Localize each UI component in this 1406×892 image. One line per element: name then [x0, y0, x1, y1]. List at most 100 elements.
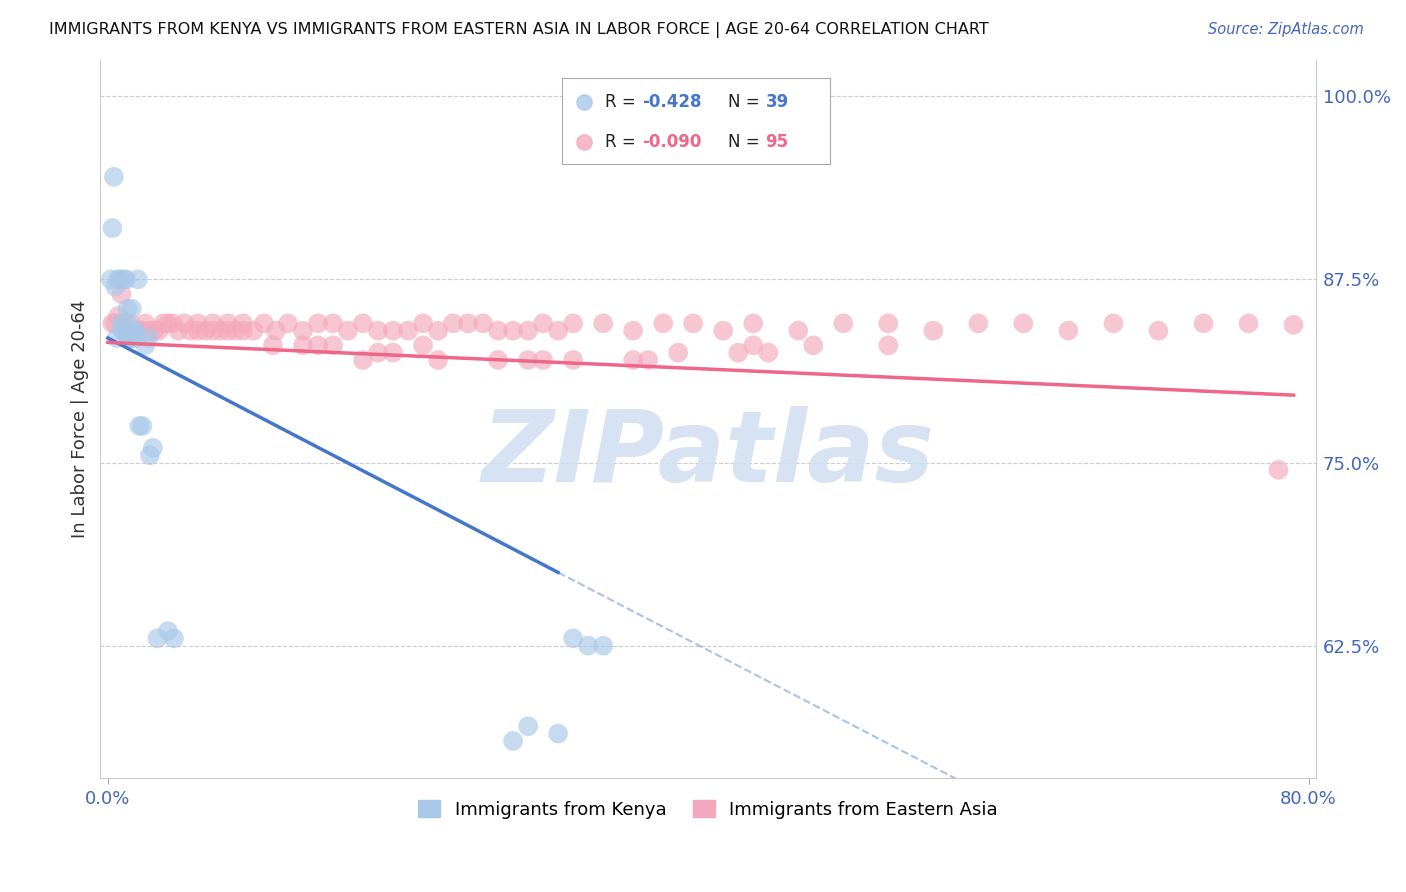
Point [173, 316, 195, 330]
Point [367, 345, 389, 359]
Point [486, 324, 509, 338]
Text: IMMIGRANTS FROM KENYA VS IMMIGRANTS FROM EASTERN ASIA IN LABOR FORCE | AGE 20-64: IMMIGRANTS FROM KENYA VS IMMIGRANTS FROM… [49, 22, 988, 38]
Point [115, 324, 138, 338]
Point [352, 316, 374, 330]
Point [103, 169, 125, 184]
Point [637, 353, 659, 368]
Point [1237, 316, 1260, 330]
Point [120, 324, 142, 338]
Point [352, 353, 374, 368]
Point [1282, 318, 1305, 332]
Point [562, 632, 585, 646]
Point [652, 316, 675, 330]
Point [547, 324, 569, 338]
Point [101, 221, 124, 235]
Point [209, 324, 232, 338]
Point [105, 331, 128, 345]
Point [125, 324, 148, 338]
Point [118, 331, 141, 345]
Point [110, 316, 132, 330]
Point [125, 331, 148, 345]
Point [107, 272, 129, 286]
Point [307, 338, 329, 352]
Point [179, 324, 201, 338]
Point [264, 324, 287, 338]
Point [486, 353, 509, 368]
Point [547, 726, 569, 740]
Point [167, 324, 190, 338]
Point [877, 316, 900, 330]
Point [742, 316, 765, 330]
Point [253, 316, 276, 330]
Point [291, 338, 314, 352]
Point [194, 324, 217, 338]
Point [104, 316, 127, 330]
Point [502, 734, 524, 748]
Point [457, 316, 479, 330]
Point [101, 316, 124, 330]
Point [621, 324, 644, 338]
Point [801, 338, 824, 352]
Point [112, 316, 135, 330]
Point [592, 316, 614, 330]
Point [427, 353, 450, 368]
Point [139, 324, 162, 338]
Point [201, 324, 224, 338]
Point [162, 316, 184, 330]
Point [727, 345, 749, 359]
Point [122, 324, 145, 338]
Point [242, 324, 264, 338]
Point [412, 338, 434, 352]
Point [367, 324, 389, 338]
Point [120, 316, 142, 330]
Point [787, 324, 810, 338]
Point [128, 418, 150, 433]
Point [117, 324, 139, 338]
Point [121, 301, 143, 316]
Point [232, 316, 254, 330]
Y-axis label: In Labor Force | Age 20-64: In Labor Force | Age 20-64 [72, 300, 89, 538]
Point [1102, 316, 1125, 330]
Point [131, 418, 153, 433]
Point [682, 316, 704, 330]
Point [531, 353, 554, 368]
Point [128, 324, 150, 338]
Text: Source: ZipAtlas.com: Source: ZipAtlas.com [1208, 22, 1364, 37]
Point [100, 272, 122, 286]
Point [382, 324, 405, 338]
Point [217, 324, 239, 338]
Point [742, 338, 765, 352]
Point [112, 272, 135, 286]
Point [224, 324, 246, 338]
Point [110, 287, 132, 301]
Point [1057, 324, 1080, 338]
Point [562, 353, 585, 368]
Point [1267, 463, 1289, 477]
Point [517, 353, 540, 368]
Point [139, 448, 162, 462]
Text: ZIPatlas: ZIPatlas [482, 406, 935, 503]
Point [111, 324, 134, 338]
Point [127, 272, 149, 286]
Point [517, 324, 540, 338]
Point [187, 324, 209, 338]
Point [592, 639, 614, 653]
Point [104, 279, 127, 293]
Point [531, 316, 554, 330]
Point [115, 272, 138, 286]
Point [108, 272, 131, 286]
Point [922, 324, 945, 338]
Point [187, 316, 209, 330]
Point [711, 324, 734, 338]
Point [117, 301, 139, 316]
Point [666, 345, 689, 359]
Point [134, 316, 156, 330]
Point [427, 324, 450, 338]
Point [232, 324, 254, 338]
Point [131, 324, 153, 338]
Point [111, 324, 134, 338]
Point [1147, 324, 1170, 338]
Point [322, 338, 344, 352]
Point [148, 324, 170, 338]
Point [412, 316, 434, 330]
